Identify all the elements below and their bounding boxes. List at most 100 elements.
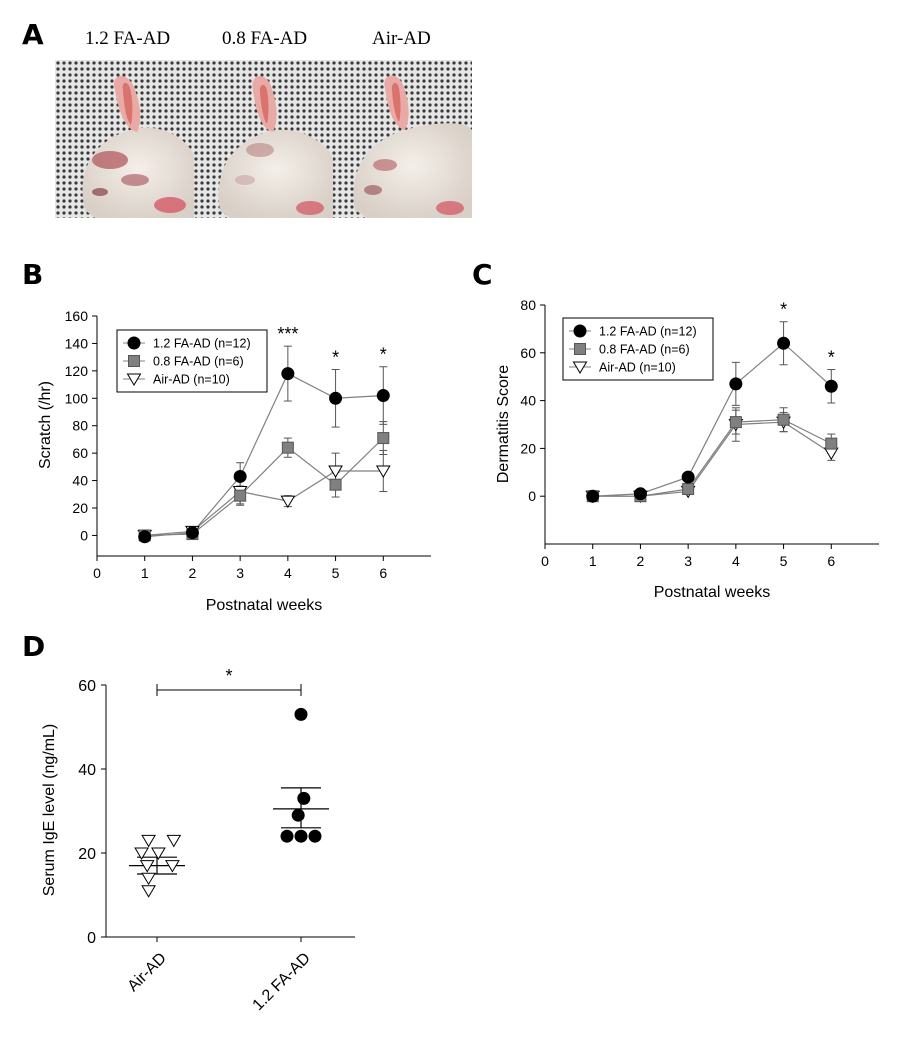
chart-d-point [134,847,149,860]
chart-d-significance: * [225,666,232,686]
chart-c-xtick-label: 4 [732,553,740,569]
chart-c-xtick-label: 3 [684,553,692,569]
chart-c-dermatitis: Dermatitis Score Postnatal weeks 0204060… [495,297,879,601]
chart-c-point [729,377,743,391]
chart-b-point [377,432,390,445]
chart-b-ytick-label: 40 [72,473,88,489]
chart-b-point [281,367,295,381]
panel-d-letter: D [22,630,46,663]
panel-c-letter: C [472,258,493,291]
chart-b-xtick-label: 4 [284,565,292,581]
chart-c-point [777,336,791,350]
chart-c-point [633,487,647,501]
chart-b-significance: * [332,347,339,367]
chart-b-legend-marker [126,373,142,386]
chart-c-point [682,483,695,496]
chart-b-ytick-label: 140 [65,335,89,351]
chart-c-point [823,447,839,461]
chart-b-point [281,441,294,454]
chart-b-legend-label: 0.8 FA-AD (n=6) [153,355,244,369]
chart-c-series-line [592,421,832,497]
chart-c-legend-marker [572,361,588,374]
chart-c-significance: * [780,300,787,320]
chart-b-xlabel: Postnatal weeks [206,597,323,614]
chart-d-point [151,847,166,860]
chart-b-ylabel: Scratch (/hr) [37,381,54,469]
chart-c-legend-label: 1.2 FA-AD (n=12) [599,325,697,339]
chart-d-point [165,860,180,873]
chart-c-xlabel: Postnatal weeks [654,584,771,601]
chart-d-ytick-label: 20 [78,846,96,863]
mouse-photo-air [333,60,472,218]
chart-b-ytick-label: 60 [72,445,88,461]
chart-d-point [280,829,294,843]
chart-b-series-line [144,372,384,538]
chart-b-xtick-label: 0 [93,565,101,581]
chart-c-point [729,416,742,429]
chart-d-point [141,834,156,848]
chart-b-ytick-label: 100 [65,390,89,406]
chart-c-point [586,489,600,503]
chart-b-point [233,469,247,483]
chart-d-point [308,829,322,843]
chart-b-point [234,489,247,502]
chart-b-point [329,391,343,405]
chart-c-xtick-label: 6 [827,553,835,569]
chart-b-ytick-label: 120 [65,363,89,379]
chart-b-significance: * [380,345,387,365]
chart-d-ytick-label: 60 [78,678,96,695]
chart-c-ytick-label: 80 [520,297,536,313]
chart-c-series-line [592,342,832,497]
photo-label-air: Air-AD [372,28,431,49]
chart-b-legend-label: 1.2 FA-AD (n=12) [153,337,251,351]
chart-c-point [777,413,790,426]
mouse-photo-fa12 [55,60,194,218]
chart-b-xtick-label: 5 [332,565,340,581]
chart-d-point [294,829,308,843]
chart-c-point [824,379,838,393]
chart-b-xtick-label: 3 [236,565,244,581]
chart-d-ytick-label: 0 [87,930,96,947]
chart-b-ytick-label: 80 [72,418,88,434]
chart-d-point [141,885,156,898]
chart-b-xtick-label: 1 [141,565,149,581]
chart-c-legend-marker [573,324,587,338]
chart-b-series-line [144,470,384,537]
chart-c-point [681,470,695,484]
chart-b-xtick-label: 6 [379,565,387,581]
chart-c-ylabel: Dermatitis Score [495,365,512,483]
chart-c-ytick-label: 60 [520,345,536,361]
chart-c-xtick-label: 0 [541,553,549,569]
chart-b-point [328,465,343,478]
chart-b-xtick-label: 2 [189,565,197,581]
chart-d-ylabel: Serum IgE level (ng/mL) [41,724,58,897]
chart-c-legend-marker [574,343,586,355]
chart-b-significance: *** [277,324,298,344]
panel-a-letter: A [22,18,44,51]
chart-b-legend-marker [127,336,141,350]
chart-d-ytick-label: 40 [78,762,96,779]
chart-c-legend-label: 0.8 FA-AD (n=6) [599,343,690,357]
chart-c-xtick-label: 1 [589,553,597,569]
chart-d-point [141,872,156,886]
chart-c-xtick-label: 5 [780,553,788,569]
photo-label-fa08: 0.8 FA-AD [222,28,308,49]
chart-c-legend-label: Air-AD (n=10) [599,361,676,375]
chart-b-scratch: Scratch (/hr) Postnatal weeks 0 20 40 60 80 1… [37,308,431,614]
panel-b-letter: B [22,258,44,291]
chart-b-legend-marker [128,355,140,367]
chart-d-point [294,707,308,721]
chart-b-series-line [144,437,384,537]
chart-b-point [375,465,391,478]
chart-b-point [185,526,199,540]
chart-c-ytick-label: 40 [520,393,536,409]
chart-d-ige: Serum IgE level (ng/mL) 0 20 40 60 Air-AD 1.2… [41,666,355,1014]
chart-c-ytick-label: 0 [528,488,536,504]
chart-b-point [376,389,390,403]
chart-d-point [297,791,311,805]
chart-b-legend-label: Air-AD (n=10) [153,373,230,387]
chart-d-xtick-label: Air-AD [124,950,169,995]
chart-b-point [329,478,342,491]
chart-b-point [280,495,296,509]
chart-b-ytick-label: 20 [72,500,88,516]
